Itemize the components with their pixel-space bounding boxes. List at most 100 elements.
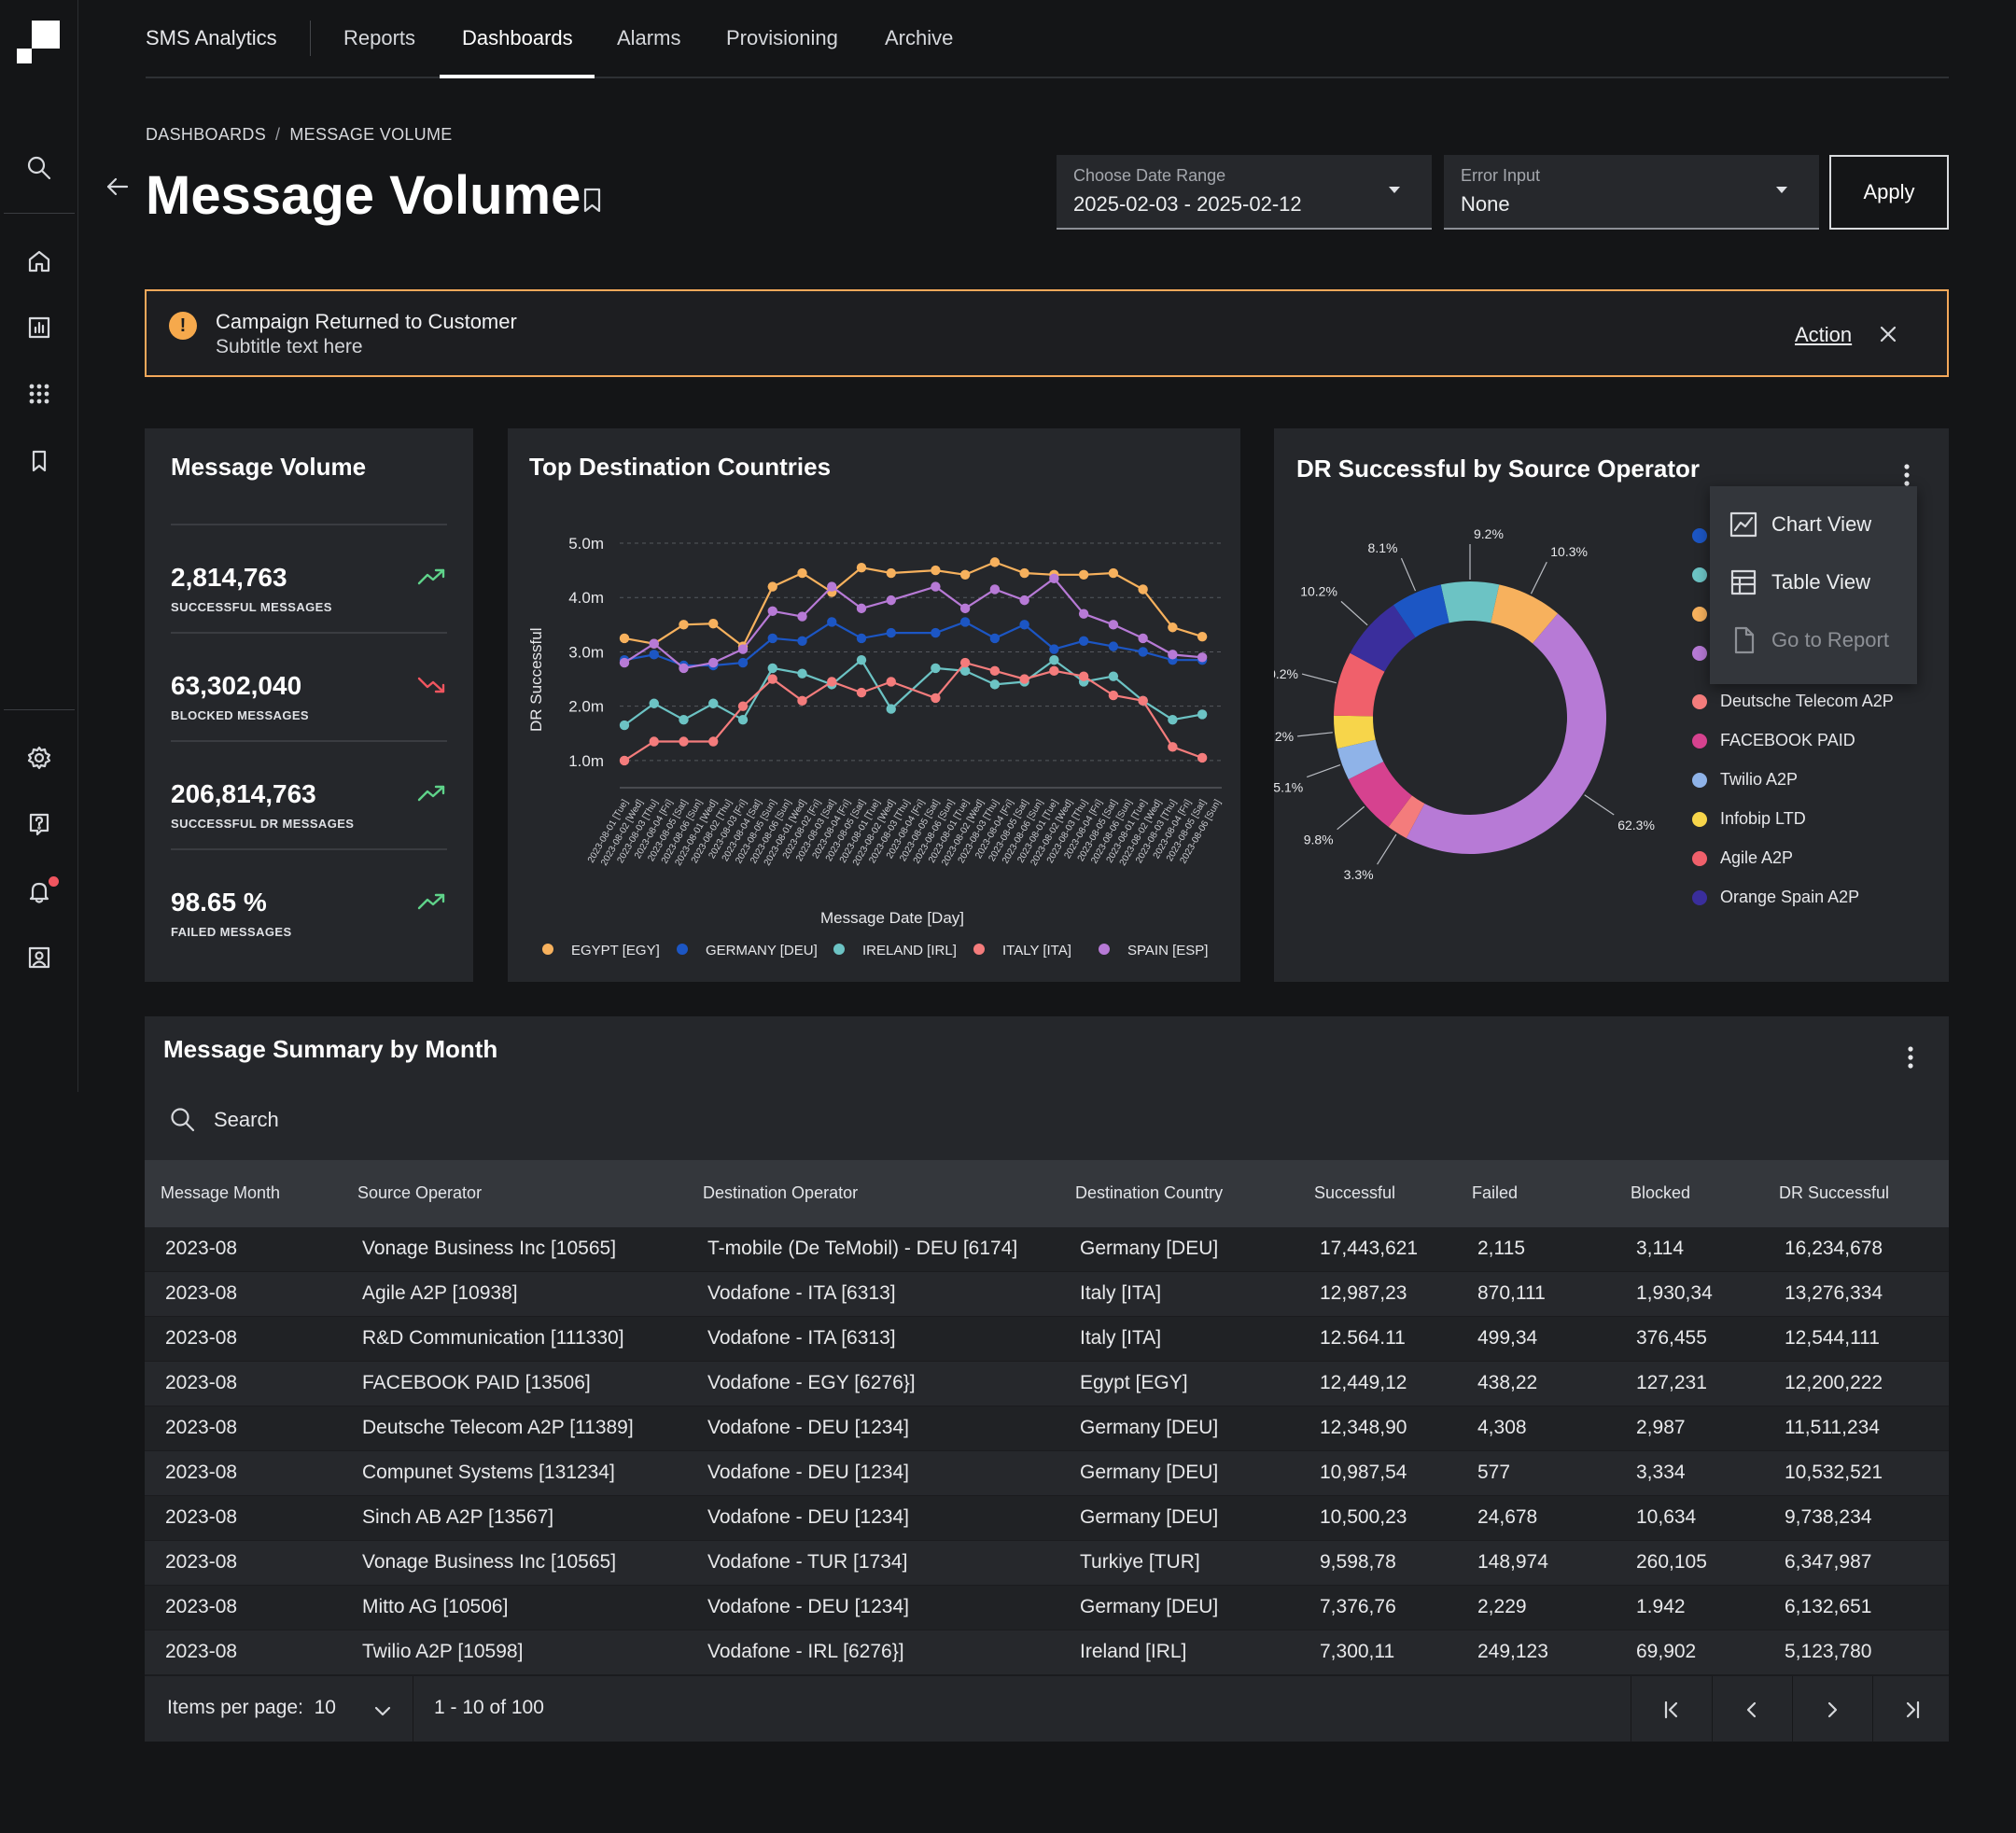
tab-reports[interactable]: Reports bbox=[343, 26, 416, 49]
data-point bbox=[619, 633, 630, 644]
column-header[interactable]: DR Successful bbox=[1779, 1183, 1890, 1202]
next-page-icon[interactable] bbox=[1792, 1676, 1872, 1742]
donut-slice bbox=[1491, 584, 1559, 644]
legend-item[interactable]: Orange Spain A2P bbox=[1692, 888, 1859, 907]
menu-item-chart-view[interactable]: Chart View bbox=[1710, 496, 1917, 553]
gear-icon[interactable] bbox=[19, 737, 60, 778]
table-row[interactable]: 2023-08 Agile A2P [10938] Vodafone - ITA [… bbox=[145, 1272, 1949, 1317]
column-header[interactable]: Failed bbox=[1472, 1183, 1519, 1202]
legend-item[interactable]: Deutsche Telecom A2P bbox=[1692, 692, 1894, 711]
apps-grid-icon[interactable] bbox=[19, 373, 60, 414]
cell-successful: 7,376,76 bbox=[1320, 1596, 1396, 1617]
y-tick-label: 2.0m bbox=[568, 698, 604, 716]
table-row[interactable]: 2023-08 Deutsche Telecom A2P [11389] Vodaf… bbox=[145, 1406, 1949, 1451]
data-point bbox=[708, 698, 719, 708]
cell-month: 2023-08 bbox=[165, 1282, 238, 1304]
last-page-icon[interactable] bbox=[1872, 1676, 1953, 1742]
apply-button[interactable]: Apply bbox=[1829, 155, 1949, 230]
menu-item-label: Go to Report bbox=[1771, 628, 1889, 651]
cell-successful: 12,449,12 bbox=[1320, 1372, 1407, 1393]
data-point bbox=[856, 603, 867, 614]
banner-subtitle: Subtitle text here bbox=[216, 336, 363, 357]
cell-source-operator: Deutsche Telecom A2P [11389] bbox=[362, 1417, 634, 1438]
tab-archive[interactable]: Archive bbox=[885, 26, 954, 49]
cell-failed: 577 bbox=[1477, 1462, 1511, 1483]
menu-item-go-to-report[interactable]: Go to Report bbox=[1710, 611, 1917, 669]
slice-leader-line bbox=[1301, 673, 1337, 684]
tab-dashboards[interactable]: Dashboards bbox=[462, 26, 573, 49]
column-header[interactable]: Destination Country bbox=[1075, 1183, 1224, 1202]
cell-destination-country: Egypt [EGY] bbox=[1080, 1372, 1188, 1393]
cell-successful: 12,987,23 bbox=[1320, 1282, 1407, 1304]
help-icon[interactable] bbox=[19, 804, 60, 845]
donut-slice bbox=[1393, 584, 1449, 637]
table-row[interactable]: 2023-08 R&D Communication [111330] Vodafon… bbox=[145, 1317, 1949, 1362]
table-row[interactable]: 2023-08 Sinch AB A2P [13567] Vodafone - DE… bbox=[145, 1496, 1949, 1541]
banner-action-link[interactable]: Action bbox=[1795, 323, 1853, 346]
data-point bbox=[1049, 573, 1059, 584]
slice-label: 5.1% bbox=[1274, 780, 1303, 795]
column-header[interactable]: Blocked bbox=[1631, 1183, 1691, 1202]
table-row[interactable]: 2023-08 Vonage Business Inc [10565] Vodafo… bbox=[145, 1541, 1949, 1586]
legend-swatch bbox=[1692, 607, 1707, 622]
user-profile-icon[interactable] bbox=[19, 937, 60, 978]
legend-item[interactable]: Infobip LTD bbox=[1692, 809, 1806, 829]
legend-item[interactable]: Twilio A2P bbox=[1692, 770, 1798, 790]
table-row[interactable]: 2023-08 Mitto AG [10506] Vodafone - DEU [1… bbox=[145, 1586, 1949, 1630]
search-input[interactable] bbox=[212, 1107, 585, 1133]
previous-page-icon[interactable] bbox=[1712, 1676, 1792, 1742]
data-point bbox=[989, 679, 1001, 690]
error-input-label: Error Input bbox=[1461, 166, 1541, 185]
menu-item-table-view[interactable]: Table View bbox=[1710, 553, 1917, 611]
cell-blocked: 10,634 bbox=[1636, 1506, 1697, 1528]
bell-icon[interactable] bbox=[19, 871, 60, 912]
error-input-value: None bbox=[1461, 192, 1510, 216]
table-row[interactable]: 2023-08 FACEBOOK PAID [13506] Vodafone - E… bbox=[145, 1362, 1949, 1406]
slice-leader-line bbox=[1340, 600, 1368, 626]
table-row[interactable]: 2023-08 Twilio A2P [10598] Vodafone - IRL … bbox=[145, 1630, 1949, 1675]
back-arrow-icon[interactable] bbox=[101, 170, 134, 203]
items-per-page-label: Items per page: bbox=[167, 1697, 303, 1718]
bookmark-icon[interactable] bbox=[579, 183, 607, 217]
slice-label: 10.2% bbox=[1300, 583, 1337, 598]
first-page-icon[interactable] bbox=[1631, 1676, 1712, 1742]
tab-alarms[interactable]: Alarms bbox=[617, 26, 681, 49]
column-header[interactable]: Source Operator bbox=[357, 1183, 483, 1202]
search-bar[interactable] bbox=[169, 1106, 585, 1134]
cell-dr-successful: 10,532,521 bbox=[1785, 1462, 1883, 1483]
table-row[interactable]: 2023-08 Vonage Business Inc [10565] T-mobi… bbox=[145, 1227, 1949, 1272]
cell-failed: 2,229 bbox=[1477, 1596, 1527, 1617]
data-point bbox=[931, 663, 941, 674]
data-point bbox=[1049, 654, 1059, 665]
table-row[interactable]: 2023-08 Compunet Systems [131234] Vodafone… bbox=[145, 1451, 1949, 1496]
tab-provisioning[interactable]: Provisioning bbox=[726, 26, 838, 49]
data-point bbox=[1138, 584, 1148, 595]
breadcrumb-root[interactable]: DASHBOARDS bbox=[146, 125, 267, 144]
error-input-select[interactable]: Error Input None bbox=[1444, 155, 1819, 230]
bar-chart-icon[interactable] bbox=[19, 307, 60, 348]
trend-down-icon bbox=[417, 677, 445, 693]
legend-item[interactable]: Agile A2P bbox=[1692, 848, 1793, 868]
data-point bbox=[767, 674, 777, 684]
more-options-icon[interactable] bbox=[1899, 1039, 1922, 1076]
cell-successful: 7,300,11 bbox=[1320, 1641, 1395, 1662]
chevron-down-icon[interactable] bbox=[372, 1700, 393, 1721]
date-range-select[interactable]: Choose Date Range 2025-02-03 - 2025-02-1… bbox=[1057, 155, 1432, 230]
cell-failed: 2,115 bbox=[1477, 1238, 1525, 1259]
cell-successful: 9,598,78 bbox=[1320, 1551, 1396, 1573]
items-per-page[interactable]: Items per page: 10 bbox=[167, 1697, 336, 1719]
bookmark-icon[interactable] bbox=[19, 441, 60, 482]
warning-icon: ! bbox=[169, 312, 197, 340]
slice-leader-line bbox=[1307, 764, 1341, 778]
close-icon[interactable] bbox=[1875, 321, 1901, 347]
data-point bbox=[989, 557, 1001, 567]
legend-item[interactable]: FACEBOOK PAID bbox=[1692, 731, 1855, 750]
cell-destination-country: Ireland [IRL] bbox=[1080, 1641, 1187, 1662]
home-icon[interactable] bbox=[19, 241, 60, 282]
more-options-icon[interactable] bbox=[1896, 456, 1918, 494]
column-header[interactable]: Successful bbox=[1314, 1183, 1396, 1202]
column-header[interactable]: Destination Operator bbox=[703, 1183, 859, 1202]
column-header[interactable]: Message Month bbox=[161, 1183, 281, 1202]
app-logo bbox=[17, 21, 62, 69]
search-icon[interactable] bbox=[19, 147, 60, 189]
